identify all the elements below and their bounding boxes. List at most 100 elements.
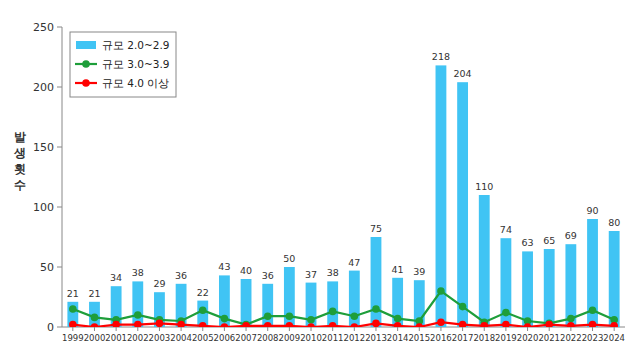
- marker: [567, 315, 575, 323]
- data-label: 36: [262, 270, 274, 281]
- marker: [69, 305, 77, 313]
- marker: [415, 323, 423, 327]
- marker: [394, 322, 402, 327]
- marker: [524, 323, 532, 327]
- marker: [112, 321, 120, 327]
- data-label: 38: [327, 267, 339, 278]
- marker: [351, 323, 359, 327]
- bar: [132, 281, 143, 327]
- bar: [371, 237, 382, 327]
- marker: [286, 312, 294, 320]
- x-tick-label: 2020: [517, 333, 539, 343]
- x-tick: [549, 327, 550, 331]
- data-label: 38: [132, 267, 144, 278]
- marker: [242, 322, 250, 327]
- marker: [589, 306, 597, 314]
- marker: [351, 312, 359, 320]
- x-tick: [72, 327, 73, 331]
- data-label: 39: [413, 266, 425, 277]
- x-tick-label: 2000: [84, 333, 106, 343]
- marker: [286, 322, 294, 327]
- line: [73, 291, 614, 325]
- x-tick: [419, 327, 420, 331]
- marker: [329, 322, 337, 327]
- x-tick: [484, 327, 485, 331]
- x-tick: [527, 327, 528, 331]
- marker: [221, 323, 229, 327]
- x-tick: [181, 327, 182, 331]
- x-tick-label: 2003: [149, 333, 171, 343]
- x-tick: [375, 327, 376, 331]
- marker: [264, 322, 272, 327]
- x-tick-label: 2001: [105, 333, 127, 343]
- x-tick-label: 2014: [387, 333, 409, 343]
- data-labels: 2121343829362243403650373847754139218204…: [67, 51, 620, 298]
- x-tick-label: 2008: [257, 333, 279, 343]
- marker: [372, 320, 380, 327]
- marker: [589, 321, 597, 327]
- data-label: 40: [240, 265, 252, 276]
- bar: [457, 82, 468, 327]
- legend-box: [70, 32, 176, 97]
- y-tick-label: 0: [47, 321, 54, 334]
- x-tick: [159, 327, 160, 331]
- data-label: 47: [348, 257, 360, 268]
- plot-area: [67, 65, 619, 327]
- x-tick: [202, 327, 203, 331]
- x-tick-label: 2010: [300, 333, 322, 343]
- bar: [349, 271, 360, 327]
- marker: [480, 322, 488, 327]
- x-tick: [592, 327, 593, 331]
- bar: [327, 281, 338, 327]
- x-tick-label: 2006: [214, 333, 236, 343]
- x-tick: [354, 327, 355, 331]
- x-tick: [289, 327, 290, 331]
- line: [73, 322, 614, 327]
- data-label: 36: [175, 270, 187, 281]
- y-tick-label: 100: [33, 201, 54, 214]
- marker: [307, 316, 315, 324]
- bar: [306, 283, 317, 327]
- x-tick-label: 2021: [538, 333, 560, 343]
- y-tick-label: 50: [40, 261, 54, 274]
- y-tick: [57, 87, 62, 88]
- bar: [154, 292, 165, 327]
- marker: [221, 315, 229, 323]
- y-tick: [57, 147, 62, 148]
- y-tick-label: 250: [33, 21, 54, 34]
- legend-marker: [82, 79, 90, 87]
- data-label: 50: [283, 253, 295, 264]
- y-tick-label: 200: [33, 81, 54, 94]
- x-tick-label: 2004: [170, 333, 192, 343]
- x-tick-label: 2017: [452, 333, 474, 343]
- x-tick: [614, 327, 615, 331]
- data-label: 69: [565, 230, 577, 241]
- bar: [544, 249, 555, 327]
- data-label: 21: [88, 288, 100, 299]
- x-tick-label: 2018: [473, 333, 495, 343]
- y-axis: [62, 27, 63, 327]
- y-axis-label-char: 수: [14, 178, 26, 192]
- data-label: 75: [370, 223, 382, 234]
- y-tick: [57, 27, 62, 28]
- y-axis-label-char: 발: [14, 130, 26, 144]
- marker: [329, 308, 337, 316]
- bar: [436, 65, 447, 327]
- data-label: 110: [475, 181, 493, 192]
- marker: [394, 315, 402, 323]
- marker: [459, 303, 467, 311]
- x-tick-label: 2009: [279, 333, 301, 343]
- bar: [241, 279, 252, 327]
- bar: [479, 195, 490, 327]
- marker: [502, 321, 510, 327]
- x-tick: [246, 327, 247, 331]
- marker: [177, 321, 185, 327]
- x-tick: [94, 327, 95, 331]
- y-tick: [57, 207, 62, 208]
- chart: 0501001502002501999200020012002200320042…: [0, 0, 640, 360]
- bar: [565, 244, 576, 327]
- y-tick: [57, 267, 62, 268]
- x-tick: [267, 327, 268, 331]
- marker: [459, 321, 467, 327]
- marker: [199, 322, 207, 327]
